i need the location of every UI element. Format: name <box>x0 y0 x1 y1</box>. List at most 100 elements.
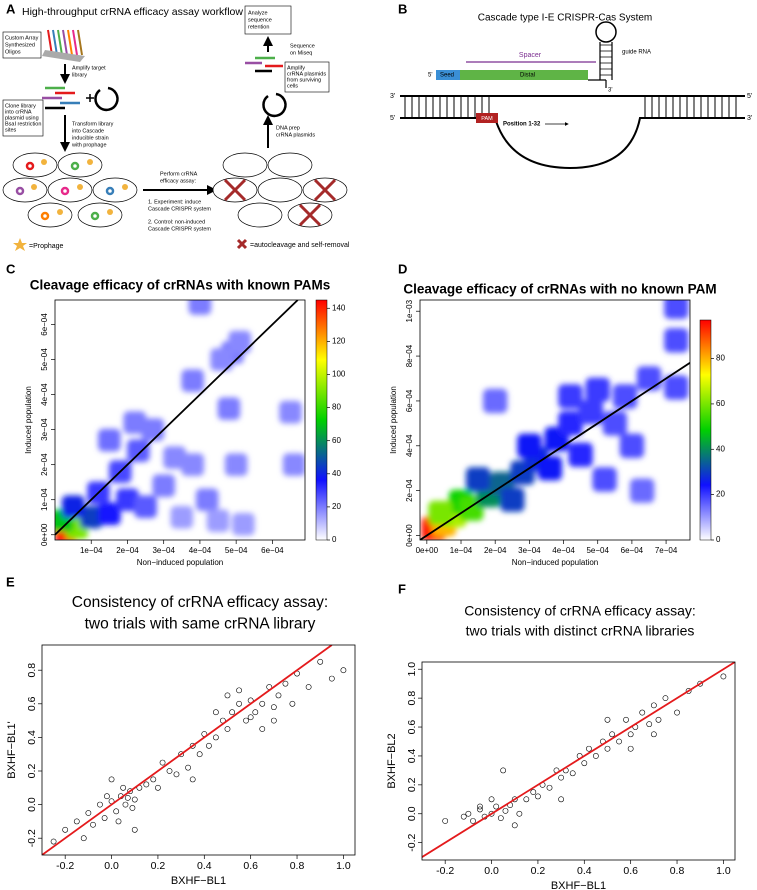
point <box>196 751 203 758</box>
point <box>115 818 122 825</box>
x-tick-label: 6e−04 <box>261 546 284 555</box>
density-cell <box>127 439 150 462</box>
point <box>627 731 634 738</box>
plot-frame <box>419 299 691 541</box>
prophage-stars <box>31 159 128 215</box>
x-tick-label: 6e−04 <box>621 546 644 555</box>
point <box>189 776 196 783</box>
crrna-distal <box>436 70 588 80</box>
step-text: Synthesized <box>5 42 35 48</box>
point <box>535 793 541 800</box>
pam-box <box>476 113 498 123</box>
point <box>627 745 634 752</box>
step-text: efficacy assay: <box>160 178 196 184</box>
chart: F Consistency of crRNA efficacy assay: two… <box>386 581 736 890</box>
point <box>129 805 136 811</box>
x-tick-label: 2e−04 <box>484 546 507 555</box>
density-cell <box>228 330 252 354</box>
density-cell <box>224 453 248 476</box>
y-tick-label: 3e−04 <box>40 418 49 441</box>
point <box>113 808 120 815</box>
point <box>685 688 692 694</box>
point <box>122 801 129 808</box>
point <box>720 673 727 680</box>
point <box>592 753 599 759</box>
point <box>80 835 87 842</box>
colorbar-tick-label: 40 <box>332 469 341 478</box>
point <box>317 658 324 665</box>
colorbar-tick-label: 140 <box>332 303 346 312</box>
density-cell <box>664 300 689 319</box>
y-tick-label: 0.6 <box>406 720 418 735</box>
point <box>143 781 150 788</box>
y-tick-label: 4e−04 <box>405 434 414 457</box>
step-text: inducible strain <box>72 135 109 141</box>
hairpin <box>588 42 613 88</box>
density-cell <box>98 502 121 525</box>
y-tick-label: 0.0 <box>406 806 418 821</box>
plasmid-icon <box>94 86 119 112</box>
point <box>120 784 127 791</box>
point <box>674 709 680 716</box>
panel-b: B Cascade type I-E CRISPR-Cas System Spa… <box>390 1 752 170</box>
point <box>516 810 523 817</box>
colorbar-tick-label: 60 <box>332 436 341 445</box>
density-cell <box>188 300 212 315</box>
step-text: Sequence <box>290 43 315 49</box>
plot-area <box>422 662 735 858</box>
point <box>586 745 592 752</box>
panel-label: A <box>6 1 16 16</box>
point <box>73 818 80 825</box>
density-layer <box>421 300 689 540</box>
box <box>244 5 292 35</box>
library-icon <box>245 56 283 73</box>
library-icon <box>42 86 80 110</box>
density-cell <box>217 397 241 420</box>
chart: E Consistency of crRNA efficacy assay: two… <box>6 574 356 887</box>
step-text: plasmid using <box>5 115 39 121</box>
point <box>500 767 507 774</box>
identity-line <box>55 300 299 536</box>
y-axis-label: BXHF−BL2 <box>386 733 398 788</box>
x-axis-label: BXHF−BL1 <box>171 875 226 887</box>
x-tick-label: 0.6 <box>623 865 638 877</box>
step-text: into crRNA <box>5 109 32 115</box>
y-tick-label: 0.8 <box>406 691 418 706</box>
crrna-seed <box>436 70 460 80</box>
panel-label: C <box>6 261 16 276</box>
step-text: Custom Array <box>5 35 39 41</box>
x-tick-label: 0.8 <box>670 865 685 877</box>
point <box>236 700 242 707</box>
identity-line <box>422 662 735 858</box>
step-text: cells <box>287 83 298 89</box>
x-tick-label: -0.2 <box>56 860 74 872</box>
density-cell <box>152 474 175 497</box>
x-tick-label: 4e−04 <box>189 546 212 555</box>
hairpin-loop <box>595 21 617 43</box>
cleavage-marks <box>223 178 337 227</box>
step-text: on Miseq <box>290 50 312 56</box>
step-text: crRNA plasmids <box>287 71 326 77</box>
colorbar-tick-label: 80 <box>332 403 341 412</box>
x-tick-label: -0.2 <box>436 865 454 877</box>
y-tick-label: -0.2 <box>26 829 38 847</box>
colorbar-tick-label: 20 <box>716 490 725 499</box>
density-cell <box>279 400 302 424</box>
x-tick-label: 4e−04 <box>552 546 575 555</box>
prophage-icon <box>13 238 27 251</box>
point <box>224 692 231 699</box>
end-label: 3' <box>747 115 752 122</box>
point <box>108 776 115 783</box>
point <box>623 716 629 723</box>
y-tick-label: 6e−04 <box>40 313 49 336</box>
step-text: Amplify target <box>72 65 106 71</box>
point <box>159 759 166 766</box>
chart: C Cleavage efficacy of crRNAs with known … <box>6 261 346 567</box>
point <box>488 796 495 803</box>
step-text: Transform library <box>72 121 114 127</box>
point <box>185 764 191 771</box>
distal-label: Distal <box>520 73 535 79</box>
plot-frame <box>421 661 736 861</box>
x-tick-label: 1e−04 <box>450 546 473 555</box>
density-cell <box>568 442 593 467</box>
